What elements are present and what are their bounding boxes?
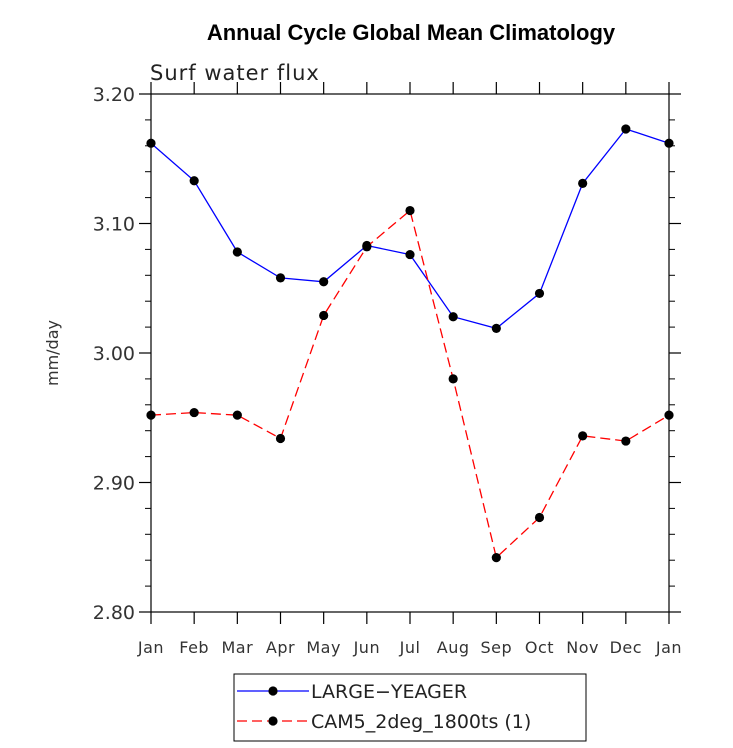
x-tick-label: Jan bbox=[655, 638, 682, 657]
y-tick-label: 2.80 bbox=[93, 602, 135, 624]
x-tick-label: Apr bbox=[266, 638, 295, 657]
series-1-point bbox=[491, 323, 501, 333]
series-2-point bbox=[578, 431, 588, 441]
series-1-point bbox=[319, 277, 329, 287]
series-1-point bbox=[146, 138, 156, 148]
x-tick-label: Aug bbox=[437, 638, 470, 657]
y-tick-label: 2.90 bbox=[93, 473, 135, 495]
series-2-point bbox=[189, 407, 199, 418]
series-1-point bbox=[448, 312, 458, 322]
series-line-2 bbox=[150, 209, 670, 559]
x-tick-label: Sep bbox=[481, 638, 513, 657]
series-2-point bbox=[491, 553, 501, 563]
legend-label-2: CAM5_2deg_1800ts (1) bbox=[311, 711, 531, 733]
series-line-1 bbox=[150, 128, 670, 330]
series-2-point bbox=[448, 374, 458, 384]
x-tick-label: Nov bbox=[566, 638, 599, 657]
y-axis-label: mm/day bbox=[43, 320, 62, 386]
plot-series bbox=[146, 124, 674, 563]
series-2-point bbox=[319, 310, 329, 321]
series-2-point bbox=[146, 410, 156, 420]
x-tick-label: Jul bbox=[399, 638, 421, 657]
series-1-point bbox=[578, 178, 588, 188]
y-tick-label: 3.10 bbox=[93, 214, 135, 236]
legend-label-1: LARGE−YEAGER bbox=[311, 681, 467, 703]
chart-subtitle: Surf water flux bbox=[150, 61, 320, 85]
series-2-point bbox=[534, 512, 545, 523]
series-2-point bbox=[232, 410, 242, 420]
legend: LARGE−YEAGER CAM5_2deg_1800ts (1) bbox=[233, 673, 587, 742]
series-2-point bbox=[275, 433, 286, 444]
series-1-point bbox=[405, 249, 415, 260]
y-tick-label: 3.00 bbox=[93, 343, 135, 365]
series-1-point bbox=[232, 247, 242, 257]
legend-box bbox=[233, 673, 587, 742]
chart-title: Annual Cycle Global Mean Climatology bbox=[207, 20, 616, 45]
series-2-point bbox=[405, 205, 415, 216]
legend-marker-1 bbox=[268, 686, 278, 696]
axes: 2.80 2.90 3.00 3.10 3.20 Jan Feb Mar Apr May Jun Ju… bbox=[93, 82, 682, 657]
x-tick-label: Mar bbox=[221, 638, 253, 657]
series-2-point bbox=[621, 436, 631, 446]
series-1-point bbox=[534, 288, 545, 299]
series-1-point bbox=[275, 273, 286, 283]
series-2-point bbox=[362, 242, 372, 252]
x-tick-label: Feb bbox=[179, 638, 209, 657]
x-tick-label: Dec bbox=[610, 638, 642, 657]
y-tick-label: 3.20 bbox=[93, 84, 135, 106]
series-1-point bbox=[664, 138, 674, 148]
legend-marker-2 bbox=[268, 716, 278, 726]
x-tick-label: May bbox=[306, 638, 341, 657]
x-tick-label: Oct bbox=[525, 638, 554, 657]
series-1-point bbox=[621, 124, 631, 134]
series-2-point bbox=[664, 410, 674, 420]
series-1-point bbox=[189, 176, 199, 186]
x-tick-label: Jun bbox=[353, 638, 381, 657]
x-tick-label: Jan bbox=[137, 638, 164, 657]
